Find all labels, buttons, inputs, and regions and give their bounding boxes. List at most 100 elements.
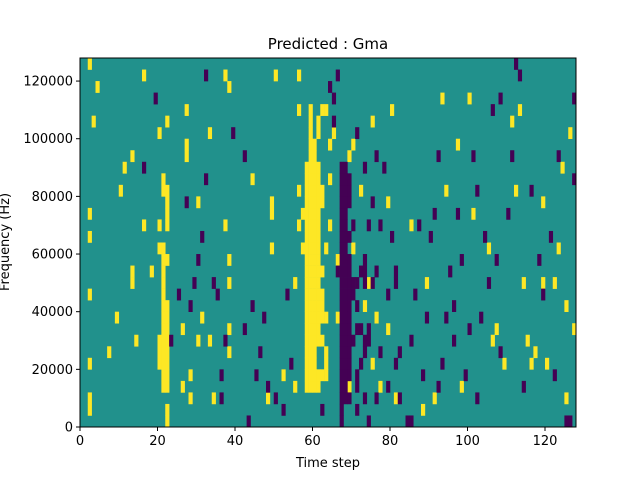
heatmap-cell-low [436,380,441,393]
heatmap-cell-high [161,277,166,289]
heatmap-cell-high [312,357,317,370]
heatmap-cell-low [463,369,468,382]
heatmap-cell-high [165,115,170,128]
heatmap-cell-high [308,300,313,312]
heatmap-cell-high [161,311,166,324]
heatmap-cell-high [320,288,325,301]
heatmap-cell-high [308,230,313,243]
heatmap-cell-low [459,254,464,266]
heatmap-cell-high [308,115,313,128]
heatmap-cell-high [374,311,379,324]
heatmap-cell-low [343,173,348,186]
heatmap-cell-high [514,184,519,197]
heatmap-cell-low [452,300,457,312]
heatmap-cell-low [374,392,379,405]
heatmap-cell-high [320,184,325,197]
y-tick-label: 120000 [23,75,73,90]
heatmap-cell-low [498,92,503,105]
heatmap-cell-high [308,323,313,336]
heatmap-cell-low [343,300,348,312]
heatmap-cell-low [262,311,267,324]
heatmap-cell-high [320,196,325,209]
heatmap-cell-low [397,346,402,359]
heatmap-cell-high [165,369,170,382]
heatmap-cell-high [308,380,313,393]
heatmap-cell-low [339,277,344,289]
heatmap-cell-low [339,254,344,266]
heatmap-cell-low [362,161,368,174]
heatmap-cell-low [510,150,515,163]
heatmap-cell-high [320,334,325,347]
heatmap-cell-high [297,104,302,116]
heatmap-cell-high [312,346,317,359]
heatmap-cell-low [335,265,340,278]
heatmap-cell-low [366,334,371,347]
heatmap-cell-high [324,104,329,116]
heatmap-cell-high [316,242,321,255]
heatmap-cell-low [347,196,352,209]
heatmap-cell-high [444,184,449,197]
heatmap-cell-low [366,323,371,336]
heatmap-cell-high [184,150,189,163]
heatmap-cell-low [386,288,391,301]
heatmap-cell-low [359,323,364,336]
heatmap-cell-low [347,357,352,370]
heatmap-cell-high [165,415,170,428]
heatmap-cell-high [87,58,92,70]
heatmap-cell-high [161,173,166,186]
heatmap-cell-high [308,196,313,209]
heatmap-cell-high [293,277,298,289]
heatmap-cell-high [227,346,232,359]
heatmap-cell-high [308,277,313,289]
heatmap-cell-high [308,219,313,232]
heatmap-cell-high [142,69,147,82]
heatmap-cell-high [316,161,321,174]
heatmap-cell-low [184,196,189,209]
heatmap-cell-high [335,254,340,266]
heatmap-cell-low [409,334,414,347]
heatmap-cell-low [362,277,368,289]
heatmap-cell-low [254,369,259,382]
heatmap-cell-low [343,230,348,243]
heatmap-cell-high [316,230,321,243]
heatmap-cell-high [362,300,368,312]
heatmap-cell-high [269,207,275,220]
heatmap-cell-low [339,300,344,312]
heatmap-cell-high [184,138,189,151]
heatmap-cell-low [331,92,337,105]
x-tick-label: 0 [76,434,84,449]
heatmap-cell-high [297,219,302,232]
heatmap-cell-low [343,334,348,347]
heatmap-cell-high [308,369,313,382]
heatmap-cell-high [157,346,162,359]
heatmap-cell-low [343,207,348,220]
heatmap-cell-high [556,242,561,255]
heatmap-cell-high [533,346,538,359]
heatmap-cell-low [355,277,360,289]
heatmap-cell-low [343,288,348,301]
heatmap-cell-low [339,369,344,382]
heatmap-cell-high [165,346,170,359]
heatmap-cell-low [339,346,344,359]
heatmap-cell-low [169,334,174,347]
heatmap-cell-high [223,219,228,232]
heatmap-cell-high [347,150,352,163]
heatmap-cell-low [246,415,251,428]
heatmap-cell-high [87,230,92,243]
heatmap-cell-high [568,127,573,140]
heatmap-cell-high [304,369,309,382]
heatmap-cell-low [343,277,348,289]
heatmap-cell-high [130,277,135,289]
heatmap-cell-high [328,219,333,232]
heatmap-cell-low [366,219,371,232]
heatmap-cell-low [343,380,348,393]
heatmap-cell-high [316,127,321,140]
heatmap-cell-low [196,254,201,266]
heatmap-cell-low [382,161,387,174]
heatmap-cell-high [328,173,333,186]
heatmap-cell-high [161,369,166,382]
heatmap-cell-low [339,265,344,278]
heatmap-cell-low [223,334,228,347]
heatmap-cell-high [486,242,492,255]
